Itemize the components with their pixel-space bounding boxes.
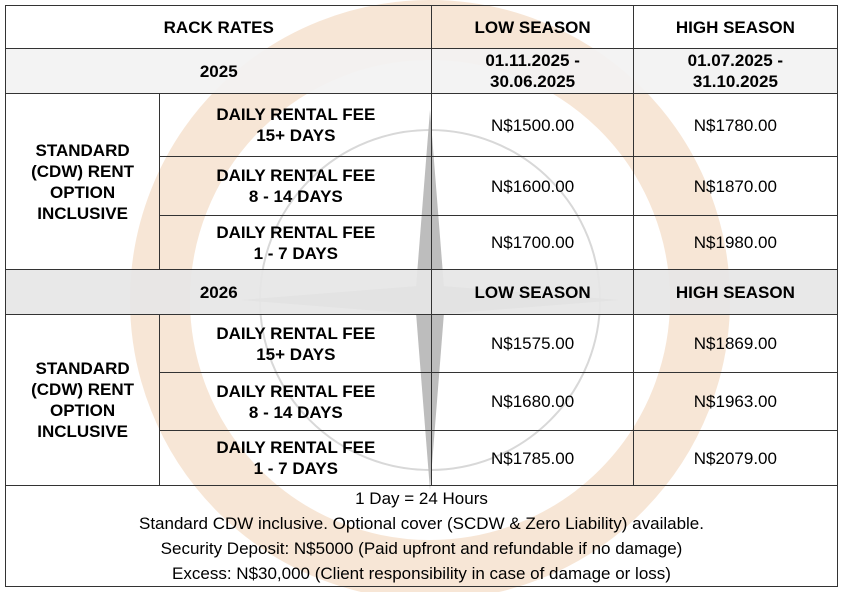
price-cell: N$1500.00 <box>431 93 634 157</box>
label-line: DAILY RENTAL FEE <box>216 105 376 124</box>
note: 1 Day = 24 Hours <box>355 489 488 508</box>
price-cell: N$1963.00 <box>632 372 839 431</box>
year-cell: 2026 <box>4 269 433 315</box>
rate-row: DAILY RENTAL FEE 1 - 7 DAYS N$1700.00 N$198… <box>6 215 839 270</box>
price-cell: N$1780.00 <box>632 93 839 157</box>
year-row: 2026 LOW SEASON HIGH SEASON <box>4 269 839 315</box>
rate-table: RACK RATES LOW SEASON HIGH SEASON 2025 01.11… <box>4 5 839 587</box>
label-cell: DAILY RENTAL FEE 1 - 7 DAYS <box>159 215 433 270</box>
period-cell: LOW SEASON <box>431 269 634 315</box>
price-cell: N$1575.00 <box>431 314 634 373</box>
option-cell: STANDARD (CDW) RENT OPTION INCLUSIVE <box>4 314 161 486</box>
notes-row: 1 Day = 24 Hours Standard CDW inclusive. … <box>5 485 838 587</box>
label-cell: DAILY RENTAL FEE 15+ DAYS <box>159 93 433 157</box>
label-line: DAILY RENTAL FEE <box>216 438 376 457</box>
label-line: DAILY RENTAL FEE <box>216 166 376 185</box>
rate-row: STANDARD (CDW) RENT OPTION INCLUSIVE DAIL… <box>4 93 839 270</box>
label-line: 1 - 7 DAYS <box>253 459 339 478</box>
option-cell-text: STANDARD (CDW) RENT OPTION INCLUSIVE <box>31 359 135 441</box>
year-cell: 2025 <box>4 48 433 94</box>
label-line: 8 - 14 DAYS <box>248 402 343 422</box>
header-cell: RACK RATES <box>4 5 433 49</box>
label-cell: DAILY RENTAL FEE 8 - 14 DAYS <box>159 156 433 216</box>
rate-row: DAILY RENTAL FEE 8 - 14 DAYS N$1600.00 N$18… <box>6 156 839 216</box>
note: Security Deposit: N$5000 (Paid upfront a… <box>160 539 683 558</box>
period-cell: 01.07.2025 - 31.10.2025 <box>632 48 839 94</box>
price-cell: N$1785.00 <box>431 430 634 486</box>
label-line: 1 - 7 DAYS <box>253 243 339 263</box>
label-cell: DAILY RENTAL FEE 1 - 7 DAYS <box>159 430 433 486</box>
period-cell: 01.11.2025 - 30.06.2025 <box>431 48 634 94</box>
price-cell: N$1680.00 <box>431 372 634 431</box>
label-line: DAILY RENTAL FEE <box>216 381 376 401</box>
note: Excess: N$30,000 (Client responsibility … <box>172 564 671 583</box>
label-cell: DAILY RENTAL FEE 8 - 14 DAYS <box>159 372 433 431</box>
price-cell: N$1869.00 <box>632 314 839 373</box>
price-cell: N$1870.00 <box>632 156 839 216</box>
label-line: DAILY RENTAL FEE <box>216 222 376 242</box>
price-cell: N$1600.00 <box>431 156 634 216</box>
period-cell-text: LOW SEASON <box>474 282 591 302</box>
label-line: 15+ DAYS <box>256 126 336 145</box>
period-cell: HIGH SEASON <box>632 269 839 315</box>
notes-cell: 1 Day = 24 Hours Standard CDW inclusive. … <box>5 485 838 587</box>
label-line: 8 - 14 DAYS <box>248 187 343 206</box>
rate-row: STANDARD (CDW) RENT OPTION INCLUSIVE DAIL… <box>4 314 839 486</box>
label-cell: DAILY RENTAL FEE 15+ DAYS <box>159 314 433 373</box>
note: Standard CDW inclusive. Optional cover (… <box>139 514 704 533</box>
price-cell: N$1980.00 <box>632 215 839 270</box>
option-cell-text: STANDARD (CDW) RENT OPTION INCLUSIVE <box>31 140 135 223</box>
price-cell: N$2079.00 <box>632 430 839 486</box>
period-cell-text: 01.07.2025 - 31.10.2025 <box>687 51 784 91</box>
label-line: 15+ DAYS <box>256 344 336 364</box>
option-cell: STANDARD (CDW) RENT OPTION INCLUSIVE <box>4 93 161 270</box>
header-row: RACK RATES LOW SEASON HIGH SEASON <box>4 5 839 49</box>
period-cell-text: HIGH SEASON <box>675 282 795 302</box>
rate-row: DAILY RENTAL FEE 8 - 14 DAYS N$1680.00 N$19… <box>6 372 839 431</box>
header-cell: LOW SEASON <box>431 5 634 49</box>
rate-row: DAILY RENTAL FEE 1 - 7 DAYS N$1785.00 N$207… <box>6 430 839 486</box>
header-cell: HIGH SEASON <box>632 5 839 49</box>
year-row: 2025 01.11.2025 - 30.06.2025 01.07.2025 - … <box>4 48 839 94</box>
period-cell-text: 01.11.2025 - 30.06.2025 <box>485 51 580 91</box>
label-line: DAILY RENTAL FEE <box>216 323 376 343</box>
price-cell: N$1700.00 <box>431 215 634 270</box>
